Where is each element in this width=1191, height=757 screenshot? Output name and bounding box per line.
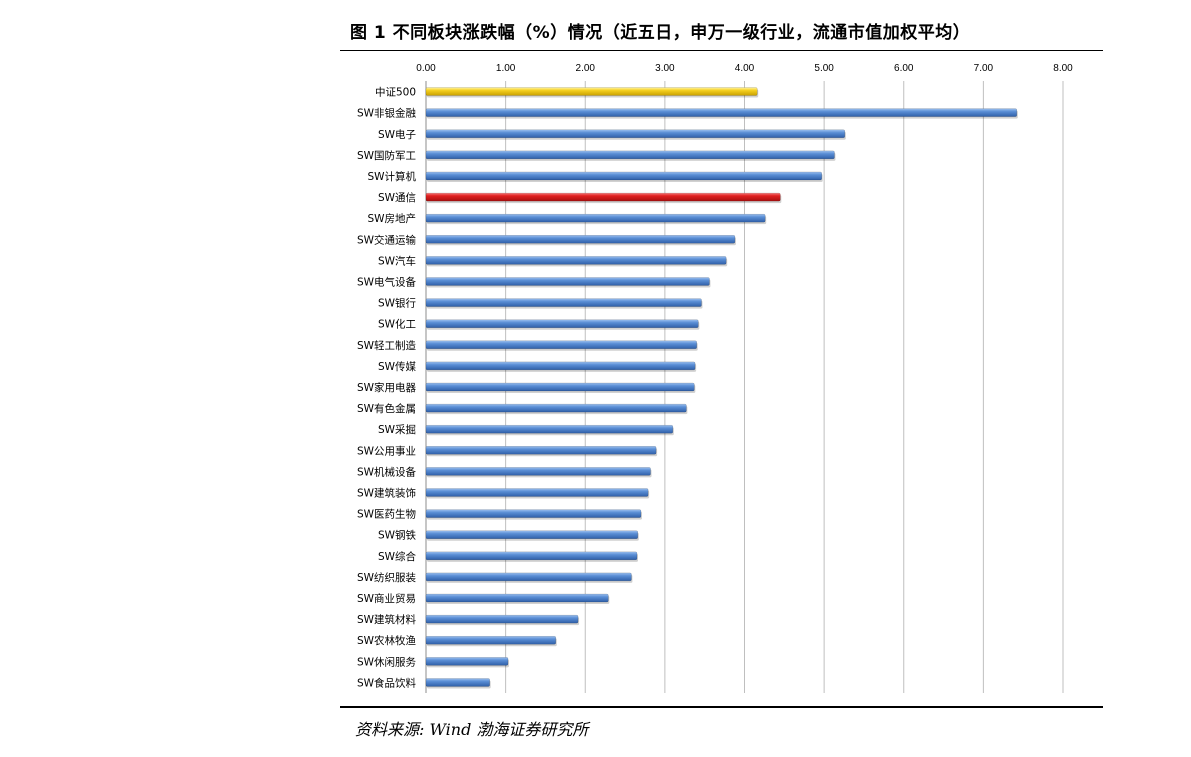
category-label: SW建筑材料 xyxy=(357,613,417,626)
category-label: SW国防军工 xyxy=(357,149,416,162)
x-tick-label: 3.00 xyxy=(655,63,675,74)
bar xyxy=(425,635,557,645)
category-label: SW计算机 xyxy=(367,170,416,183)
bar xyxy=(425,551,638,561)
category-label: SW汽车 xyxy=(378,254,416,267)
bar xyxy=(425,572,632,582)
x-tick-label: 1.00 xyxy=(496,63,516,74)
bar xyxy=(425,509,642,518)
category-label: SW综合 xyxy=(378,550,417,563)
x-tick-label: 4.00 xyxy=(735,63,755,74)
bar xyxy=(425,192,781,202)
category-label: SW休闲服务 xyxy=(357,655,417,668)
bar xyxy=(425,446,657,455)
category-label: SW电气设备 xyxy=(357,275,417,288)
category-label: SW公用事业 xyxy=(357,444,416,457)
bar xyxy=(425,129,846,139)
x-tick-label: 8.00 xyxy=(1053,63,1073,74)
category-label: SW采掘 xyxy=(378,423,416,436)
category-label: SW建筑装饰 xyxy=(357,487,416,500)
category-label: SW传媒 xyxy=(378,360,417,373)
x-axis-ticks: 0.00 1.00 2.00 3.00 4.00 5.00 6.00 7.00 8.00 xyxy=(416,63,1073,74)
category-label: SW食品饮料 xyxy=(357,676,417,689)
bar xyxy=(425,657,509,666)
bar xyxy=(425,403,687,413)
bar xyxy=(425,150,835,160)
bar xyxy=(425,298,702,307)
bar xyxy=(425,593,609,603)
category-label: SW机械设备 xyxy=(357,465,417,478)
category-label: SW有色金属 xyxy=(357,402,416,415)
category-label: SW纺织服装 xyxy=(357,571,417,584)
bar xyxy=(425,678,490,687)
category-labels: 中证500 SW非银金融 SW电子 SW国防军工 SW计算机 SW通信 SW房地产 SW交通运… xyxy=(357,86,417,690)
bar xyxy=(425,87,758,96)
x-tick-label: 0.00 xyxy=(416,63,436,74)
bars xyxy=(425,87,1018,689)
category-label: SW交通运输 xyxy=(357,233,417,246)
bar xyxy=(425,319,699,328)
x-tick-label: 7.00 xyxy=(974,63,994,74)
bar xyxy=(425,614,579,624)
category-label: SW房地产 xyxy=(367,212,416,225)
category-label: SW轻工制造 xyxy=(357,339,417,352)
bar xyxy=(425,213,766,223)
bar xyxy=(425,488,649,497)
category-label: SW家用电器 xyxy=(357,381,417,394)
chart-title: 图 1 不同板块涨跌幅（%）情况（近五日，申万一级行业，流通市值加权平均） xyxy=(350,23,971,43)
x-tick-label: 2.00 xyxy=(576,63,596,74)
bottom-rule xyxy=(340,706,1103,708)
category-label: SW化工 xyxy=(378,318,416,331)
bar xyxy=(425,277,710,286)
bar xyxy=(425,361,696,371)
bar xyxy=(425,171,822,181)
bar xyxy=(425,256,727,265)
bar xyxy=(425,108,1018,117)
category-label: SW电子 xyxy=(378,128,416,141)
category-label: SW商业贸易 xyxy=(357,592,416,605)
bar xyxy=(425,340,697,350)
category-label: SW非银金融 xyxy=(357,107,417,120)
category-label: SW医药生物 xyxy=(357,508,416,521)
bar xyxy=(425,235,736,244)
category-label: SW农林牧渔 xyxy=(357,634,416,647)
category-label: 中证500 xyxy=(375,86,416,99)
x-tick-label: 5.00 xyxy=(814,63,834,74)
category-label: SW银行 xyxy=(378,297,417,310)
top-rule xyxy=(340,50,1103,51)
bar xyxy=(425,382,695,392)
category-label: SW通信 xyxy=(378,192,416,204)
source-note: 资料来源: Wind 渤海证券研究所 xyxy=(355,720,589,739)
bar xyxy=(425,424,674,434)
bar xyxy=(425,467,651,476)
category-label: SW钢铁 xyxy=(378,529,417,542)
x-tick-label: 6.00 xyxy=(894,63,914,74)
bar xyxy=(425,530,639,539)
